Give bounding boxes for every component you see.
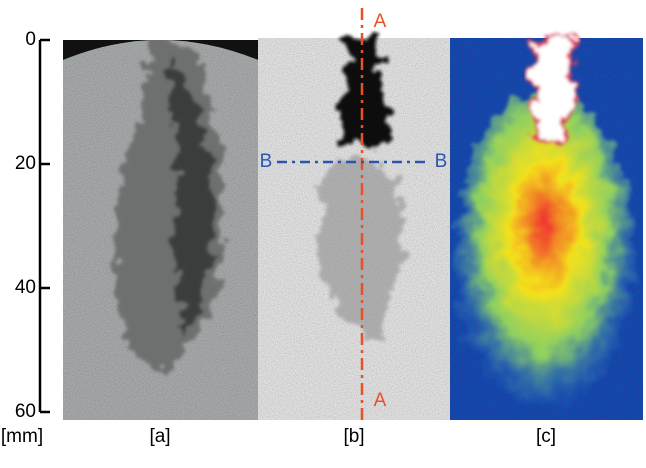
panel-a-image [63, 38, 258, 420]
panel-label: [b] [343, 426, 364, 447]
panel-label: [c] [536, 426, 556, 447]
scale-tick-label: 60 [15, 401, 36, 422]
panel-label: [a] [149, 426, 170, 447]
panel-b-image [258, 38, 450, 420]
scale-unit: [mm] [1, 426, 43, 447]
section-a-top-label: A [374, 11, 387, 32]
section-a-bottom-label: A [374, 390, 387, 411]
scale-tick-label: 0 [25, 29, 36, 50]
panel-c-image [450, 38, 643, 430]
section-b-right-label: B [435, 151, 448, 172]
scale-tick-label: 20 [15, 153, 36, 174]
scale-tick-label: 40 [15, 277, 36, 298]
section-b-left-label: B [260, 151, 273, 172]
figure: A A B B [mm] 0 20 40 60 [a] [b] [c] [0, 0, 646, 463]
